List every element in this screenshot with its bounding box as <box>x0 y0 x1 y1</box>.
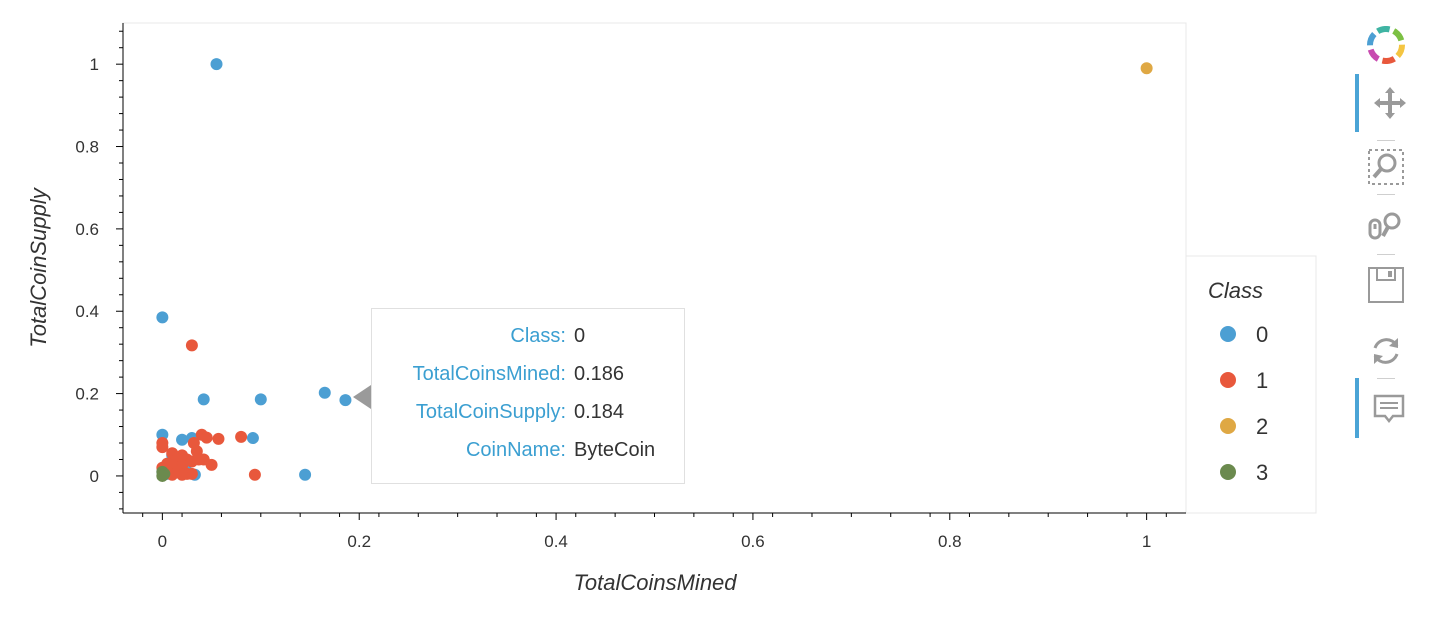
legend-items: 0 1 2 3 <box>1220 322 1268 485</box>
data-points[interactable] <box>156 58 1153 482</box>
tooltip-row-coin-name: CoinName: ByteCoin <box>372 439 684 469</box>
tooltip-value: 0.186 <box>574 363 625 385</box>
x-tick-label: 0 <box>158 532 167 551</box>
legend-title: Class <box>1208 278 1263 303</box>
reset-icon <box>1373 338 1399 364</box>
y-tick-label: 0.2 <box>75 385 99 404</box>
data-point-class-1[interactable] <box>205 458 218 471</box>
wheel-zoom-button[interactable] <box>1355 200 1415 246</box>
y-tick-label: 0.8 <box>75 138 99 157</box>
data-point-class-0[interactable] <box>156 311 169 324</box>
y-tick-label: 0 <box>90 467 99 486</box>
toolbar-separator <box>1377 378 1395 379</box>
y-tick-label: 0.4 <box>75 302 99 321</box>
data-point-class-0[interactable] <box>339 394 352 407</box>
x-tick-label: 0.4 <box>544 532 568 551</box>
data-point-class-1[interactable] <box>200 431 213 444</box>
bokeh-logo-icon <box>1367 26 1405 64</box>
data-point-class-0[interactable] <box>210 58 223 71</box>
tooltip-row-class: Class: 0 <box>372 325 684 355</box>
data-point-class-0[interactable] <box>176 433 189 446</box>
tooltip-key: CoinName: <box>465 439 566 461</box>
y-tick-label: 1 <box>90 55 99 74</box>
hover-tooltip: Class: 0 TotalCoinsMined: 0.186 TotalCoi… <box>371 308 685 484</box>
legend-marker <box>1220 418 1236 434</box>
data-point-class-1[interactable] <box>192 453 205 466</box>
data-point-class-2[interactable] <box>1140 62 1153 75</box>
legend-box <box>1185 255 1317 514</box>
legend-marker <box>1220 372 1236 388</box>
tooltip-key: TotalCoinsMined: <box>412 363 566 385</box>
tooltip-value: ByteCoin <box>574 439 656 461</box>
data-point-class-1[interactable] <box>235 430 248 443</box>
tooltip-row-coin-supply: TotalCoinSupply: 0.184 <box>372 401 684 431</box>
tooltip-value: 0 <box>574 325 586 347</box>
legend-label: 2 <box>1256 414 1268 439</box>
hover-icon <box>1373 394 1405 424</box>
data-point-class-1[interactable] <box>248 468 261 481</box>
data-point-class-1[interactable] <box>212 432 225 445</box>
y-axis-ticks: 0 0.2 0.4 0.6 0.8 1 <box>75 30 123 510</box>
x-tick-label: 0.6 <box>741 532 765 551</box>
data-point-class-1[interactable] <box>185 339 198 352</box>
tooltip-key: Class: <box>510 325 566 347</box>
tooltip-key: TotalCoinSupply: <box>415 401 566 423</box>
data-point-class-0[interactable] <box>254 393 267 406</box>
x-tick-label: 1 <box>1142 532 1151 551</box>
save-icon <box>1368 267 1404 303</box>
data-point-class-0[interactable] <box>197 393 210 406</box>
y-axis-title: TotalCoinSupply <box>26 186 51 347</box>
data-point-class-1[interactable] <box>176 468 189 481</box>
x-tick-label: 0.8 <box>938 532 962 551</box>
legend-label: 1 <box>1256 368 1268 393</box>
tooltip-pointer <box>353 385 371 409</box>
data-point-class-0[interactable] <box>318 386 331 399</box>
wheel-zoom-icon <box>1368 212 1401 240</box>
pan-tool-button[interactable] <box>1355 74 1415 132</box>
legend-label: 3 <box>1256 460 1268 485</box>
hover-tool-button[interactable] <box>1355 378 1415 438</box>
x-tick-label: 0.2 <box>347 532 371 551</box>
data-point-class-1[interactable] <box>156 441 169 454</box>
toolbar-separator <box>1377 194 1395 195</box>
box-zoom-button[interactable] <box>1355 142 1415 188</box>
data-point-class-1[interactable] <box>185 467 198 480</box>
legend-label: 0 <box>1256 322 1268 347</box>
pan-icon <box>1374 87 1406 119</box>
toolbar-separator <box>1377 254 1395 255</box>
tooltip-row-coins-mined: TotalCoinsMined: 0.186 <box>372 363 684 393</box>
y-tick-label: 0.6 <box>75 220 99 239</box>
chart-toolbar <box>1355 20 1415 460</box>
data-point-class-0[interactable] <box>156 428 169 441</box>
data-point-class-0[interactable] <box>246 432 259 445</box>
legend-marker <box>1220 464 1236 480</box>
data-point-class-3[interactable] <box>156 469 169 482</box>
data-point-class-0[interactable] <box>299 468 312 481</box>
toolbar-separator <box>1377 140 1395 141</box>
legend-marker <box>1220 326 1236 342</box>
x-axis-title: TotalCoinsMined <box>573 570 737 595</box>
box-zoom-icon <box>1368 149 1404 185</box>
reset-button[interactable] <box>1355 326 1415 372</box>
x-axis-ticks: 0 0.2 0.4 0.6 0.8 1 <box>142 513 1167 551</box>
save-button[interactable] <box>1355 260 1415 306</box>
bokeh-logo-button[interactable] <box>1355 20 1415 66</box>
tooltip-value: 0.184 <box>574 401 625 423</box>
